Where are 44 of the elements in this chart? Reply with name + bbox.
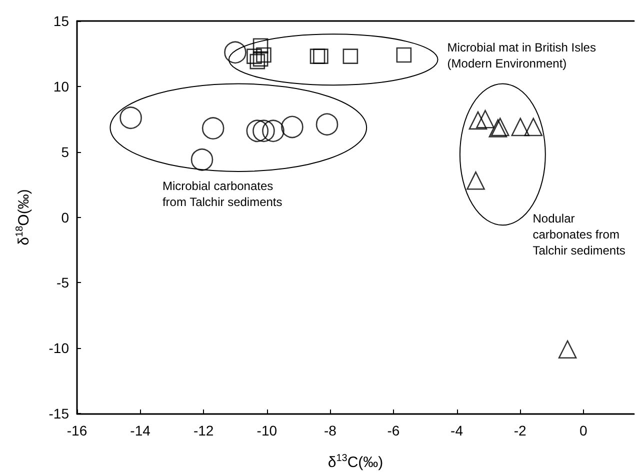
- annotation: Nodular carbonates from Talchir sediments: [532, 212, 626, 258]
- x-tick-label: -8: [324, 422, 337, 438]
- point: [262, 120, 284, 142]
- point: [468, 111, 488, 130]
- point: [252, 38, 268, 54]
- y-tick-label: -10: [48, 340, 70, 356]
- point: [281, 116, 304, 138]
- x-tick-label: -10: [256, 422, 278, 438]
- y-tick-label: -5: [56, 274, 70, 291]
- point: [396, 47, 412, 63]
- y-tick-label: 5: [61, 144, 70, 160]
- point: [120, 106, 142, 129]
- point: [246, 120, 269, 142]
- point: [252, 120, 275, 142]
- point: [511, 118, 530, 136]
- x-tick-label: -6: [387, 422, 400, 438]
- point: [190, 148, 214, 171]
- point: [313, 48, 328, 64]
- point: [256, 47, 272, 63]
- point: [246, 48, 262, 64]
- y-tick-label: 15: [53, 13, 70, 29]
- y-tick-label: -15: [48, 406, 70, 422]
- x-tick-label: -12: [193, 422, 214, 438]
- annotation: Microbial mat in British Isles (Modern Environment): [447, 40, 596, 70]
- annotation: Microbial carbonates from Talchir sediments: [162, 179, 282, 209]
- x-tick-label: 0: [579, 422, 588, 438]
- point: [316, 113, 338, 136]
- point: [524, 118, 543, 136]
- x-tick-label: -4: [450, 422, 464, 438]
- x-tick-label: -14: [130, 422, 151, 438]
- point: [250, 54, 266, 70]
- x-tick-label: -16: [66, 422, 88, 438]
- point: [466, 171, 485, 190]
- y-tick-label: 0: [61, 209, 70, 226]
- y-tick-label: 10: [53, 78, 70, 94]
- x-tick-label: -2: [514, 422, 527, 438]
- point: [558, 340, 577, 359]
- point: [310, 48, 326, 64]
- point: [342, 48, 358, 64]
- y-axis-title: δ18O(‰): [14, 189, 32, 246]
- point: [252, 51, 268, 67]
- point: [476, 110, 494, 128]
- point: [224, 41, 246, 64]
- point: [202, 117, 224, 140]
